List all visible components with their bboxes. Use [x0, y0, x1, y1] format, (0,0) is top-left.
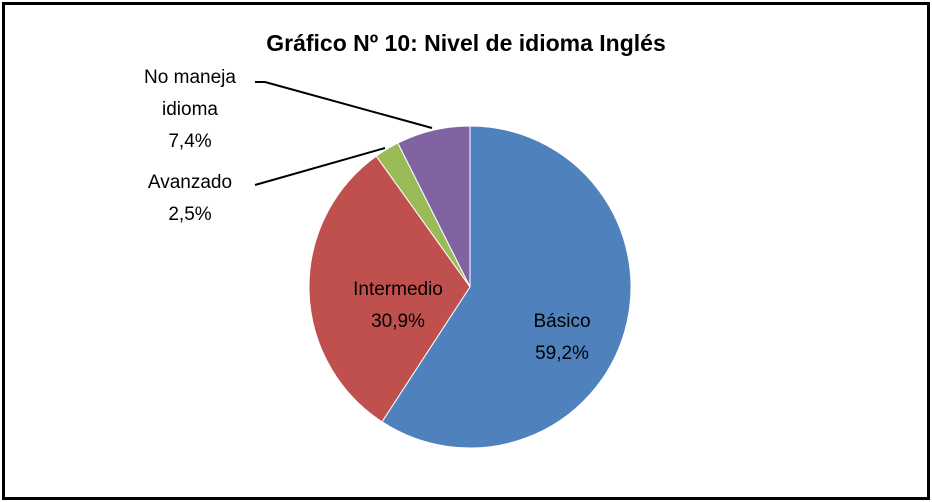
slice-label: Intermedio 30,9%: [333, 274, 463, 338]
slice-label: No maneja idioma 7,4%: [125, 62, 255, 158]
value-label: 59,2%: [535, 343, 589, 364]
category-label: Básico: [533, 311, 591, 332]
slice-label: Básico 59,2%: [497, 306, 627, 370]
value-label: 30,9%: [371, 311, 425, 332]
leader-line: [254, 147, 386, 186]
category-label: Intermedio: [353, 279, 443, 300]
value-label: 7,4%: [168, 131, 212, 152]
value-label: 2,5%: [168, 204, 212, 225]
slice-label: Avanzado 2,5%: [125, 167, 255, 231]
chart-title: Gráfico Nº 10: Nivel de idioma Inglés: [266, 30, 666, 56]
category-label: Avanzado: [147, 172, 233, 193]
pie-slice: [308, 155, 471, 423]
pie-slice: [381, 125, 632, 449]
leader-line: [264, 81, 433, 129]
category-label: No maneja idioma: [144, 67, 236, 120]
